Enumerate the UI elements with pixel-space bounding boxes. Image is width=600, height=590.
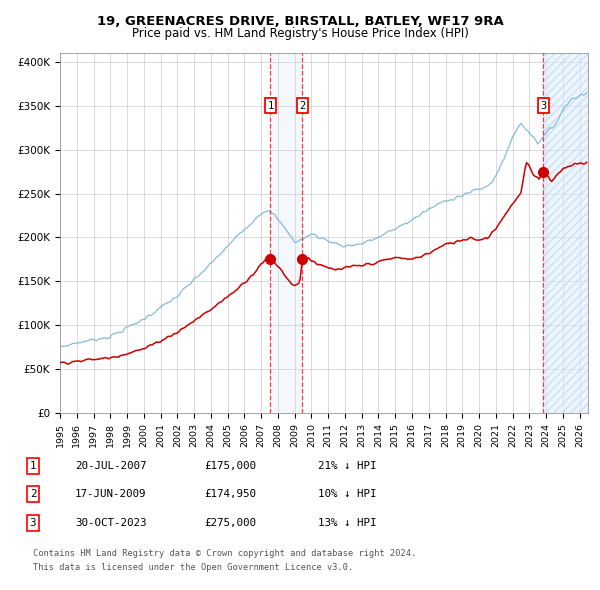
Bar: [543, 53, 588, 413]
Text: 10% ↓ HPI: 10% ↓ HPI: [318, 490, 377, 499]
Text: £174,950: £174,950: [204, 490, 256, 499]
Text: £175,000: £175,000: [204, 461, 256, 471]
Text: 2: 2: [299, 101, 305, 111]
Text: 1: 1: [30, 461, 36, 471]
Text: 17-JUN-2009: 17-JUN-2009: [75, 490, 146, 499]
Text: 13% ↓ HPI: 13% ↓ HPI: [318, 518, 377, 527]
Text: Price paid vs. HM Land Registry's House Price Index (HPI): Price paid vs. HM Land Registry's House …: [131, 27, 469, 40]
Text: 1: 1: [267, 101, 274, 111]
Text: 30-OCT-2023: 30-OCT-2023: [75, 518, 146, 527]
Text: 19, GREENACRES DRIVE, BIRSTALL, BATLEY, WF17 9RA: 19, GREENACRES DRIVE, BIRSTALL, BATLEY, …: [97, 15, 503, 28]
Text: Contains HM Land Registry data © Crown copyright and database right 2024.: Contains HM Land Registry data © Crown c…: [33, 549, 416, 558]
Text: 3: 3: [30, 518, 36, 527]
Text: £275,000: £275,000: [204, 518, 256, 527]
Text: 3: 3: [540, 101, 547, 111]
Text: 20-JUL-2007: 20-JUL-2007: [75, 461, 146, 471]
Text: This data is licensed under the Open Government Licence v3.0.: This data is licensed under the Open Gov…: [33, 563, 353, 572]
Text: 21% ↓ HPI: 21% ↓ HPI: [318, 461, 377, 471]
Bar: [543, 53, 588, 413]
Bar: [271, 53, 302, 413]
Text: 2: 2: [30, 490, 36, 499]
